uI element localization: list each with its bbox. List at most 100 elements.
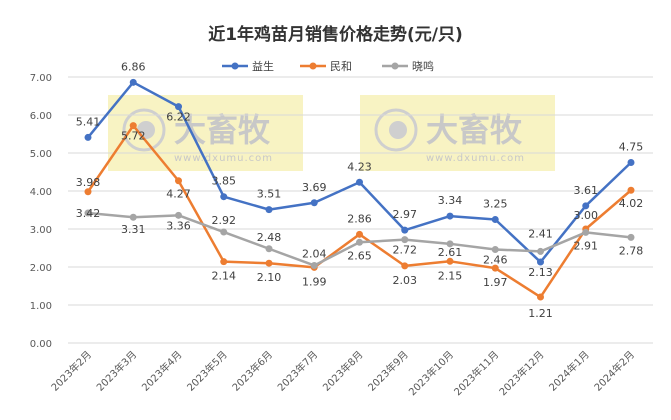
legend-label: 晓鸣	[412, 59, 434, 73]
data-label: 3.85	[212, 175, 237, 188]
y-tick-label: 6.00	[30, 111, 52, 122]
data-label: 1.99	[302, 275, 327, 288]
data-point	[356, 230, 363, 238]
data-point	[537, 258, 544, 266]
data-label: 1.21	[528, 307, 553, 320]
x-tick-label: 2023年4月	[139, 348, 185, 394]
data-label: 2.65	[347, 249, 372, 262]
legend-item-晓鸣: 晓鸣	[382, 59, 434, 73]
x-tick-label: 2023年5月	[184, 348, 230, 394]
data-label: 3.00	[574, 209, 599, 222]
data-point	[446, 212, 454, 220]
data-point	[491, 216, 499, 223]
data-label: 6.86	[121, 60, 146, 73]
y-tick-label: 0.00	[30, 339, 52, 350]
data-label: 3.31	[121, 223, 146, 236]
data-label: 2.61	[438, 246, 463, 259]
data-label: 1.97	[483, 276, 508, 289]
data-point	[401, 226, 409, 234]
data-label: 5.72	[121, 130, 146, 143]
data-point	[175, 103, 182, 111]
data-label: 4.02	[619, 197, 644, 210]
x-tick-label: 2023年8月	[320, 348, 366, 394]
y-tick-label: 5.00	[30, 149, 52, 160]
data-label: 2.13	[528, 266, 553, 279]
data-point	[265, 259, 273, 267]
data-label: 2.14	[212, 270, 237, 283]
legend-marker-icon	[309, 62, 317, 70]
data-point	[84, 209, 92, 217]
legend-item-益生: 益生	[222, 59, 274, 73]
data-point	[356, 238, 363, 246]
data-point	[537, 293, 544, 301]
data-label: 3.51	[257, 188, 282, 201]
data-point	[491, 246, 499, 254]
data-label: 2.04	[302, 247, 327, 260]
x-tick-label: 2023年2月	[48, 348, 94, 394]
data-label: 4.75	[619, 141, 644, 154]
data-point	[310, 261, 318, 269]
data-label: 4.27	[166, 188, 191, 201]
data-point	[129, 213, 137, 221]
series-益生: 5.41 6.86 6.22 3.85 3.51 3.69 4.23 2.97 3.34 3.25…	[76, 60, 644, 279]
data-label: 3.69	[302, 181, 327, 194]
data-label: 2.97	[393, 208, 418, 221]
data-point	[220, 193, 228, 201]
x-tick-label: 2023年6月	[229, 348, 275, 394]
legend-label: 益生	[252, 59, 274, 73]
y-tick-label: 1.00	[30, 301, 52, 312]
data-point	[446, 240, 454, 248]
data-point	[129, 78, 137, 86]
data-label: 2.92	[212, 214, 237, 227]
y-tick-label: 2.00	[30, 263, 52, 274]
data-point	[627, 159, 635, 166]
legend-label: 民和	[330, 60, 352, 73]
data-point	[265, 206, 273, 214]
x-tick-label: 2023年10月	[406, 348, 456, 398]
data-label: 2.78	[619, 244, 644, 257]
data-point	[265, 245, 273, 253]
data-label: 2.10	[257, 271, 282, 284]
watermark-logo	[360, 95, 555, 171]
legend-marker-icon	[231, 62, 239, 70]
data-point	[129, 122, 137, 130]
data-label: 2.46	[483, 254, 508, 267]
data-point	[84, 133, 92, 141]
x-tick-label: 2023年12月	[496, 348, 546, 398]
data-point	[491, 264, 499, 272]
data-label: 5.41	[76, 115, 101, 128]
data-point	[537, 247, 544, 255]
data-label: 2.41	[528, 227, 553, 240]
chart-title: 近1年鸡苗月销售价格走势(元/只)	[208, 25, 463, 45]
data-point	[220, 228, 228, 236]
x-tick-label: 2024年2月	[591, 348, 637, 394]
data-point	[84, 188, 92, 196]
y-tick-label: 4.00	[30, 187, 52, 198]
series-民和: 3.98 5.72 4.27 2.14 2.10 1.99 2.86 2.03 2.15 1.97…	[76, 122, 644, 320]
data-point	[446, 257, 454, 265]
data-point	[582, 202, 590, 210]
data-label: 3.61	[574, 184, 599, 197]
data-label: 2.03	[393, 274, 418, 287]
data-point	[175, 177, 182, 185]
data-label: 2.48	[257, 231, 282, 244]
y-tick-label: 3.00	[30, 225, 52, 236]
data-label: 2.72	[393, 244, 418, 257]
data-label: 4.23	[347, 160, 372, 173]
data-point	[582, 228, 590, 236]
data-label: 6.22	[166, 111, 191, 124]
data-label: 2.91	[574, 239, 599, 252]
x-tick-label: 2023年9月	[365, 348, 411, 394]
data-label: 3.25	[483, 198, 508, 211]
data-label: 3.36	[166, 219, 191, 232]
data-point	[175, 211, 182, 219]
data-label: 3.98	[76, 176, 101, 189]
data-point	[627, 186, 635, 194]
x-tick-label: 2023年11月	[451, 348, 501, 398]
series-晓鸣: 3.42 3.31 3.36 2.92 2.48 2.04 2.65 2.72 2.61 2.46…	[76, 207, 644, 269]
data-label: 2.15	[438, 269, 463, 282]
legend-marker-icon	[391, 62, 399, 70]
data-label: 3.42	[76, 207, 101, 220]
x-tick-label: 2024年1月	[546, 348, 592, 394]
